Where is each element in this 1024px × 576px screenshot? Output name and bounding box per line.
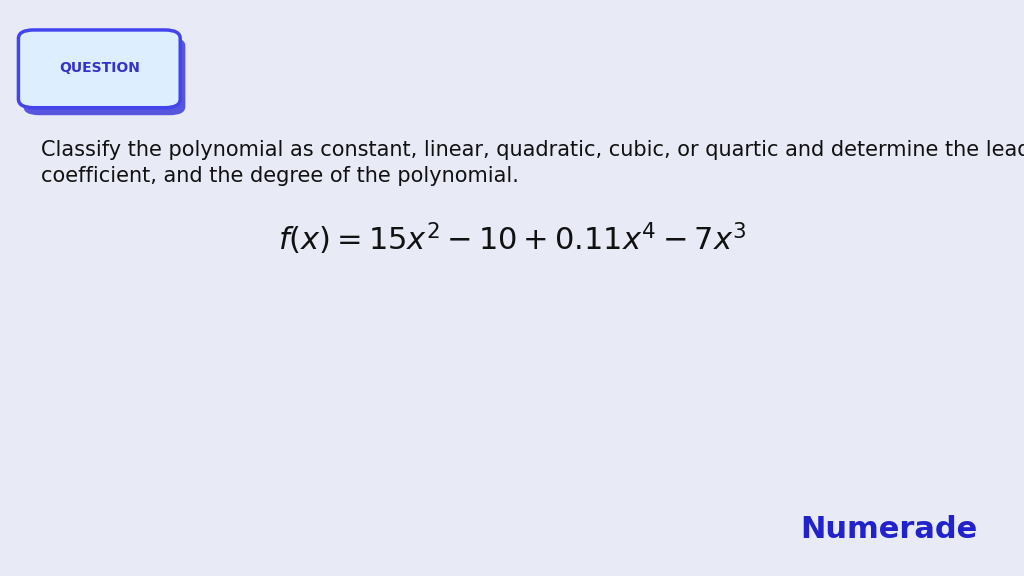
Text: Classify the polynomial as constant, linear, quadratic, cubic, or quartic and de: Classify the polynomial as constant, lin… [41, 140, 1024, 160]
Text: Numerade: Numerade [801, 516, 978, 544]
Text: QUESTION: QUESTION [59, 61, 139, 75]
Text: coefficient, and the degree of the polynomial.: coefficient, and the degree of the polyn… [41, 166, 519, 185]
Text: $f(x) = 15x^2 - 10 + 0.11x^4 - 7x^3$: $f(x) = 15x^2 - 10 + 0.11x^4 - 7x^3$ [278, 221, 746, 257]
